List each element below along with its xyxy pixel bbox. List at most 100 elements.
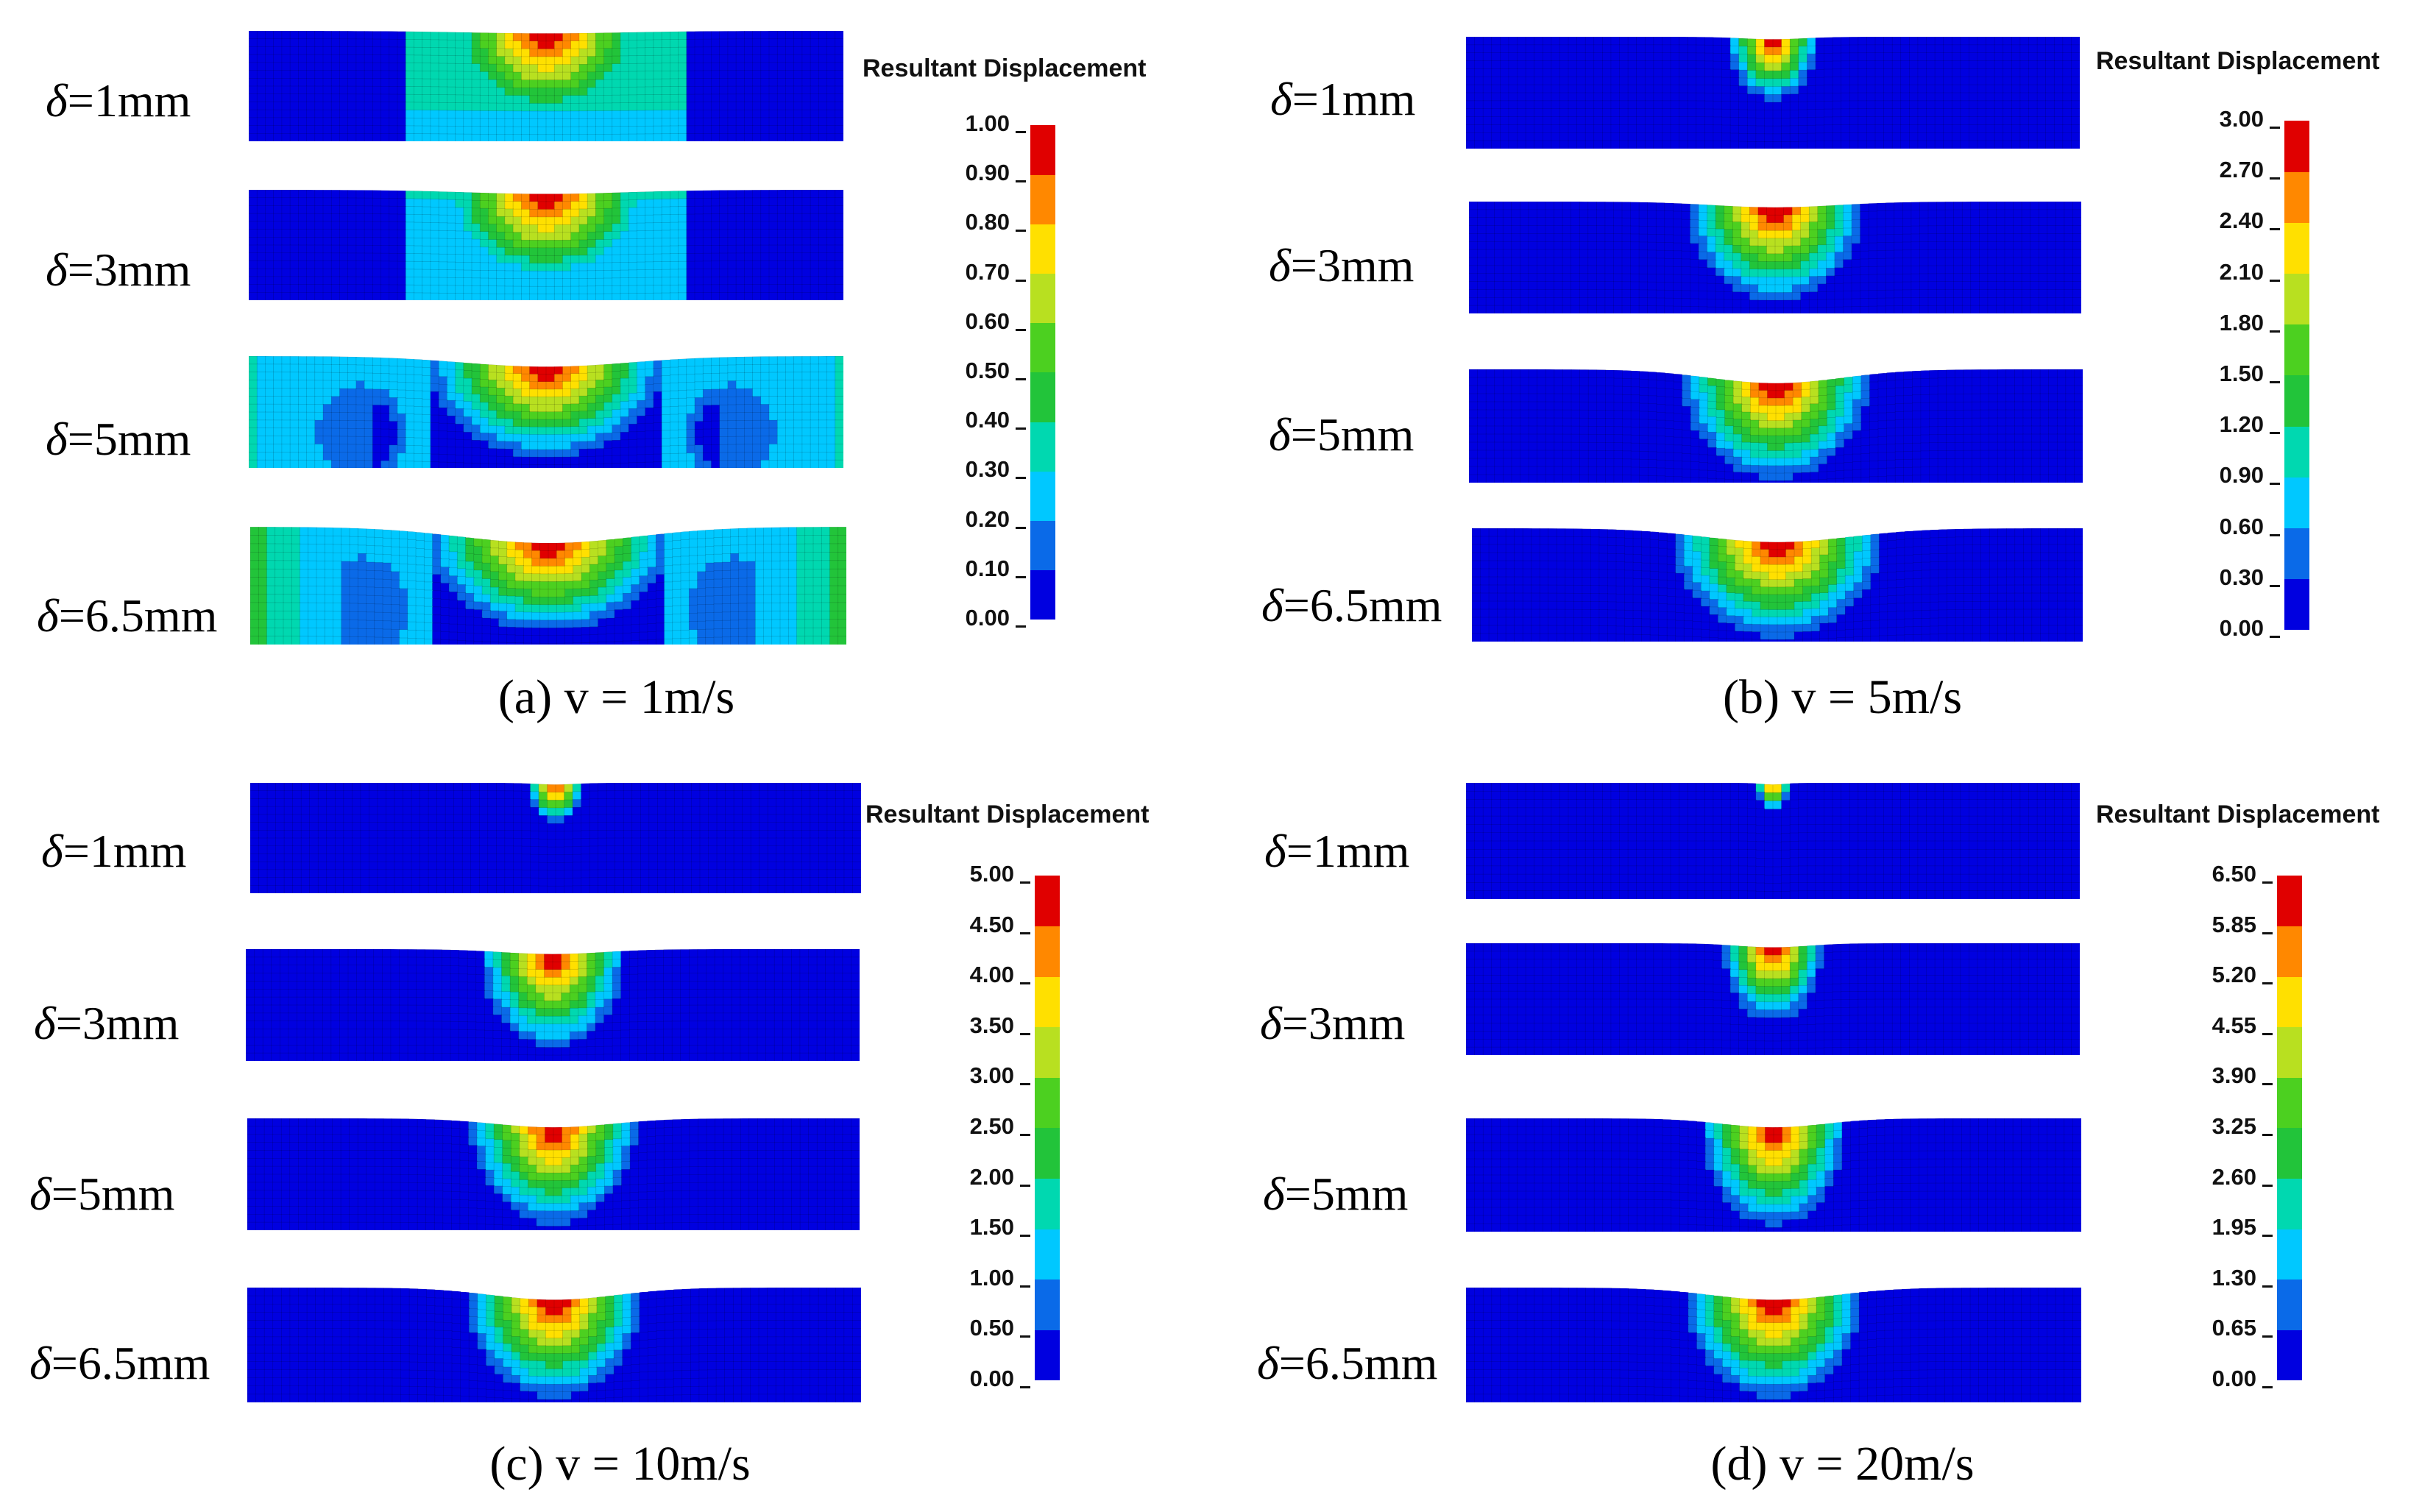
mesh-element: [1696, 116, 1706, 126]
mesh-element: [570, 64, 580, 74]
mesh-element: [603, 402, 613, 411]
mesh-element: [1610, 124, 1621, 134]
mesh-element: [2011, 52, 2021, 62]
mesh-element: [438, 79, 448, 88]
mesh-element: [661, 31, 671, 40]
mesh-element: [562, 255, 572, 264]
mesh-element: [655, 542, 665, 552]
mesh-element: [744, 396, 754, 405]
mesh-element: [537, 263, 547, 272]
mesh-element: [537, 110, 547, 120]
mesh-element: [587, 285, 597, 295]
mesh-element: [727, 78, 737, 88]
mesh-element: [521, 40, 531, 50]
mesh-element: [529, 103, 539, 113]
mesh-element: [300, 594, 309, 604]
mesh-element: [438, 368, 448, 377]
mesh-element: [1474, 68, 1484, 78]
mesh-element: [1602, 100, 1612, 110]
mesh-element: [793, 363, 803, 373]
mesh-element: [637, 254, 646, 263]
mesh-element: [372, 70, 382, 79]
mesh-element: [670, 437, 679, 447]
mesh-element: [553, 49, 564, 58]
mesh-element: [537, 201, 547, 210]
mesh-element: [496, 388, 506, 397]
mesh-element: [672, 622, 681, 631]
mesh-element: [1679, 52, 1688, 62]
mesh-element: [818, 291, 828, 300]
mesh-element: [364, 213, 374, 223]
mesh-element: [1517, 76, 1526, 86]
mesh-element: [620, 110, 629, 119]
mesh-element: [818, 452, 828, 461]
mesh-element: [447, 261, 456, 271]
mesh-element: [1934, 100, 1944, 110]
mesh-element: [440, 567, 450, 577]
mesh-element: [545, 64, 555, 74]
mesh-element: [372, 397, 382, 406]
mesh-element: [810, 197, 820, 207]
mesh-element: [760, 284, 770, 294]
mesh-element: [661, 206, 671, 216]
mesh-element: [793, 292, 803, 300]
mesh-element: [595, 293, 605, 300]
mesh-element: [322, 54, 332, 63]
mesh-element: [372, 444, 382, 454]
mesh-element: [553, 209, 564, 219]
mesh-element: [249, 46, 258, 56]
mesh-element: [1883, 84, 1893, 93]
mesh-element: [612, 439, 621, 450]
mesh-element: [553, 388, 564, 398]
mesh-element: [372, 412, 382, 422]
mesh-element: [829, 552, 839, 561]
mesh-element: [498, 618, 508, 628]
mesh-element: [298, 459, 308, 468]
mesh-element: [455, 369, 464, 379]
mesh-element: [281, 93, 291, 103]
mesh-element: [2019, 37, 2030, 46]
mesh-element: [826, 102, 836, 111]
mesh-element: [785, 452, 795, 461]
mesh-element: [479, 455, 489, 465]
mesh-element: [250, 577, 259, 586]
mesh-element: [562, 64, 572, 74]
mesh-element: [678, 374, 687, 383]
mesh-element: [637, 55, 646, 65]
mesh-element: [1670, 124, 1680, 134]
mesh-element: [471, 40, 481, 49]
mesh-element: [727, 284, 737, 294]
mesh-element: [1798, 93, 1808, 103]
mesh-element: [606, 610, 615, 620]
mesh-element: [414, 39, 423, 49]
mesh-element: [2011, 60, 2021, 70]
mesh-element: [553, 419, 564, 428]
mesh-element: [661, 359, 671, 369]
mesh-element: [768, 380, 778, 389]
mesh-element: [275, 577, 284, 587]
mesh-element: [347, 190, 357, 199]
mesh-element: [587, 200, 597, 210]
mesh-element: [826, 38, 836, 48]
mesh-element: [721, 603, 732, 613]
mesh-element: [496, 87, 506, 96]
mesh-element: [721, 611, 732, 622]
mesh-element: [504, 224, 514, 233]
mesh-element: [1926, 108, 1936, 118]
mesh-element: [664, 589, 673, 600]
mesh-element: [389, 252, 398, 262]
mesh-element: [1696, 100, 1706, 110]
mesh-element: [545, 56, 555, 65]
mesh-element: [595, 216, 605, 225]
mesh-element: [796, 543, 806, 553]
mesh-element: [1534, 37, 1543, 46]
mesh-element: [266, 577, 276, 587]
mesh-element: [587, 418, 597, 427]
mesh-element: [488, 425, 497, 435]
mesh-element: [686, 405, 695, 415]
mesh-element: [447, 207, 456, 216]
mesh-element: [300, 602, 309, 612]
mesh-element: [711, 405, 720, 414]
mesh-element: [405, 405, 415, 415]
mesh-element: [438, 191, 448, 200]
